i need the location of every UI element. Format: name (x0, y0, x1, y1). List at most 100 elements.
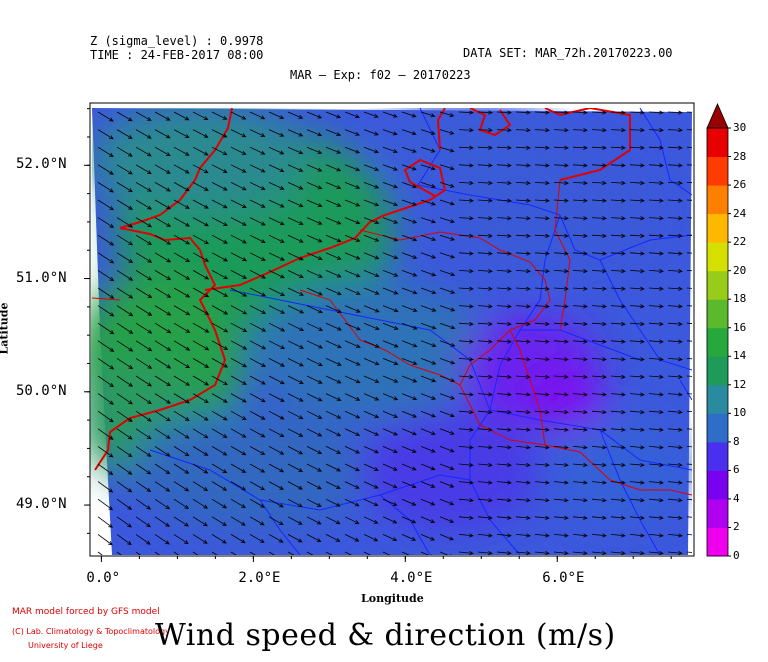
wind-arrow (268, 164, 285, 173)
wind-arrow (306, 358, 323, 366)
wind-arrow (154, 234, 172, 245)
wind-arrow (629, 286, 645, 291)
wind-arrow (249, 217, 266, 226)
wind-arrow (477, 216, 493, 221)
wind-arrow (401, 534, 417, 541)
wind-arrow (363, 481, 379, 489)
wind-arrow (667, 269, 683, 274)
colorbar-label: 4 (733, 491, 740, 505)
wind-arrow (686, 216, 692, 221)
colorbar-segment (707, 242, 728, 272)
wind-arrow (211, 129, 228, 138)
wind-arrow (686, 462, 692, 468)
wind-arrow (420, 481, 436, 488)
wind-arrow (135, 234, 153, 245)
wind-arrow (249, 252, 266, 261)
wind-arrow (686, 251, 692, 256)
y-tick-label: 52.0°N (16, 156, 67, 173)
wind-arrow (458, 392, 474, 397)
colorbar-segment (707, 356, 728, 386)
wind-arrow (230, 516, 246, 526)
wind-arrow (610, 216, 626, 221)
wind-arrow (230, 481, 247, 491)
wind-arrow (591, 180, 607, 186)
wind-arrow (211, 393, 228, 403)
wind-arrow (211, 305, 229, 315)
wind-arrow (458, 550, 474, 555)
wind-arrow (458, 533, 474, 538)
wind-arrow (458, 498, 474, 503)
wind-arrow (401, 322, 418, 330)
wind-arrow (287, 516, 303, 525)
wind-arrow (268, 428, 285, 438)
wind-arrow (477, 533, 493, 538)
wind-arrow (553, 498, 569, 503)
wind-arrow (306, 322, 324, 331)
wind-arrow (344, 146, 361, 154)
wind-arrow (230, 199, 247, 208)
wind-arrow (173, 234, 191, 245)
wind-arrow (572, 409, 588, 415)
wind-arrow (173, 217, 190, 227)
wind-arrow (648, 374, 664, 379)
wind-arrow (496, 163, 512, 168)
wind-arrow (173, 534, 189, 545)
wind-arrow (97, 252, 115, 264)
wind-arrow (154, 446, 171, 457)
wind-arrow (458, 480, 474, 485)
wind-arrow (572, 392, 588, 397)
wind-arrow (401, 393, 418, 401)
wind-arrow (420, 375, 437, 383)
wind-arrow (97, 305, 115, 317)
wind-arrow (667, 286, 683, 291)
wind-arrow (420, 428, 436, 436)
wind-arrow (648, 304, 664, 309)
dataset-label: DATA SET: MAR_72h.20170223.00 (463, 46, 673, 60)
wind-arrow (116, 322, 134, 334)
colorbar-segment (707, 156, 728, 186)
wind-arrow (249, 287, 267, 297)
wind-arrow (325, 305, 342, 313)
wind-arrow (116, 182, 133, 193)
wind-arrow (667, 427, 683, 432)
wind-arrow (629, 427, 645, 432)
wind-arrow (686, 392, 692, 397)
wind-arrow (496, 286, 512, 291)
wind-arrow (667, 498, 683, 503)
wind-arrow (173, 481, 190, 492)
wind-arrow (591, 110, 607, 115)
wind-arrow (610, 198, 626, 203)
wind-arrow (325, 234, 342, 243)
wind-arrow (420, 463, 436, 471)
wind-arrow (325, 199, 342, 207)
wind-arrow (477, 145, 493, 150)
wind-arrow (154, 305, 172, 316)
wind-arrow (667, 163, 683, 168)
axis-ticks (84, 108, 672, 562)
wind-arrow (496, 409, 512, 415)
wind-arrow (173, 129, 190, 139)
wind-arrow (249, 551, 265, 555)
wind-arrow (534, 286, 550, 291)
wind-arrow (135, 182, 152, 192)
wind-arrow (439, 164, 455, 171)
wind-arrow (458, 180, 474, 186)
wind-arrow (572, 374, 588, 379)
wind-arrow (610, 128, 626, 133)
wind-arrow (534, 357, 550, 362)
wind-arrow (458, 145, 474, 150)
wind-arrow (648, 286, 664, 291)
wind-arrow (249, 111, 266, 120)
wind-arrow (401, 481, 417, 489)
wind-arrow (686, 339, 692, 344)
wind-arrow (192, 358, 210, 368)
wind-arrow (534, 498, 550, 503)
wind-arrow (591, 216, 607, 221)
wind-arrow (553, 480, 569, 485)
wind-arrow (629, 145, 645, 150)
wind-arrow (97, 111, 114, 122)
wind-arrow (173, 111, 190, 121)
wind-arrow (458, 515, 474, 520)
wind-arrow (287, 446, 304, 455)
wind-arrow (610, 163, 626, 168)
